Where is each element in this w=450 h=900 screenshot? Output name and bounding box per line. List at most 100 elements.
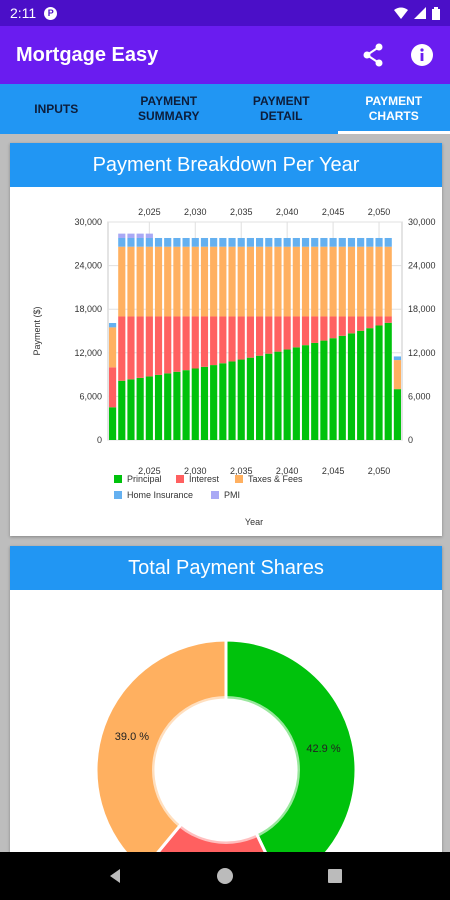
- app-bar: Mortgage Easy: [0, 26, 450, 84]
- bar-segment: [311, 237, 319, 247]
- bar-segment: [366, 328, 374, 440]
- bar-segment: [384, 237, 392, 247]
- bar-segment: [283, 316, 291, 350]
- bar-segment: [164, 246, 172, 317]
- bar-segment: [292, 347, 300, 440]
- bar-segment: [375, 246, 383, 317]
- xtick-top: 2,050: [368, 207, 391, 217]
- bar-segment: [145, 246, 153, 317]
- system-nav-bar: [0, 852, 450, 900]
- bar-segment: [191, 316, 199, 369]
- bar-segment: [164, 316, 172, 374]
- bar-segment: [320, 246, 328, 317]
- payment-shares-chart[interactable]: 42.9 %18.1 %39.0 %: [10, 590, 442, 856]
- bar-segment: [145, 237, 153, 247]
- legend-label: Taxes & Fees: [248, 474, 303, 484]
- tab-payment-summary[interactable]: PAYMENT SUMMARY: [113, 84, 226, 134]
- tab-payment-detail[interactable]: PAYMENT DETAIL: [225, 84, 338, 134]
- bar-segment: [301, 246, 310, 317]
- xtick-bottom: 2,045: [322, 466, 345, 476]
- bar-segment: [182, 370, 190, 440]
- bar-segment: [200, 246, 209, 317]
- bar-segment: [228, 361, 236, 440]
- xtick-top: 2,025: [138, 207, 161, 217]
- bar-segment: [265, 246, 273, 317]
- bar-segment: [274, 246, 282, 317]
- bar-segment: [246, 246, 254, 317]
- share-icon[interactable]: [362, 43, 384, 67]
- bar-segment: [127, 379, 135, 440]
- bar-segment: [393, 356, 401, 361]
- back-icon[interactable]: [107, 868, 123, 884]
- bar-segment: [127, 316, 135, 380]
- bar-segment: [210, 237, 218, 247]
- bar-segment: [338, 335, 346, 440]
- bar-segment: [338, 246, 346, 317]
- bar-segment: [384, 246, 392, 317]
- bar-segment: [283, 349, 291, 440]
- ytick-right: 30,000: [408, 217, 436, 227]
- bar-segment: [109, 323, 117, 328]
- recents-icon[interactable]: [327, 868, 343, 884]
- bar-segment: [237, 246, 245, 317]
- bar-segment: [200, 316, 209, 367]
- status-time: 2:11: [10, 5, 37, 21]
- bar-segment: [393, 389, 401, 440]
- payment-breakdown-card: Payment Breakdown Per Year 0 0 6,000 6,000 1…: [10, 143, 442, 536]
- home-icon[interactable]: [216, 867, 234, 885]
- bar-segment: [292, 237, 300, 247]
- bar-segment: [311, 246, 319, 317]
- tab-inputs[interactable]: INPUTS: [0, 84, 113, 134]
- xtick-top: 2,040: [276, 207, 299, 217]
- bar-segment: [246, 357, 254, 440]
- bar-segment: [237, 316, 245, 360]
- bar-segment: [109, 367, 117, 408]
- bar-segment: [292, 316, 300, 348]
- legend-label: Interest: [189, 474, 220, 484]
- payment-shares-card: Total Payment Shares 42.9 %18.1 %39.0 %: [10, 546, 442, 856]
- tab-payment-charts[interactable]: PAYMENT CHARTS: [337, 84, 450, 134]
- legend-label: Principal: [127, 474, 162, 484]
- bar-segment: [191, 237, 199, 247]
- bar-segment: [265, 316, 273, 354]
- bar-segment: [357, 246, 365, 317]
- ytick-right: 18,000: [408, 304, 436, 314]
- bar-segment: [182, 237, 190, 247]
- bar-segment: [182, 246, 190, 317]
- xtick-top: 2,030: [184, 207, 207, 217]
- bar-segment: [357, 330, 365, 440]
- bar-segment: [127, 233, 135, 238]
- bar-segment: [311, 342, 319, 440]
- bar-segment: [127, 246, 135, 317]
- payment-breakdown-chart[interactable]: 0 0 6,000 6,000 12,000 12,000 18,000 18,000 24,0…: [10, 187, 442, 536]
- bar-segment: [357, 316, 365, 331]
- bar-segment: [274, 316, 282, 352]
- payment-breakdown-title: Payment Breakdown Per Year: [10, 143, 442, 187]
- donut-hole: [160, 704, 292, 836]
- bar-segment: [375, 316, 383, 326]
- ytick-right: 12,000: [408, 348, 436, 358]
- bar-segment: [145, 316, 153, 377]
- bar-segment: [329, 246, 337, 317]
- bar-segment: [301, 316, 310, 346]
- bar-segment: [366, 246, 374, 317]
- legend-label: PMI: [224, 490, 240, 500]
- bar-segment: [384, 316, 392, 323]
- bar-segment: [366, 316, 374, 329]
- legend-swatch: [176, 475, 184, 483]
- bar-segment: [320, 316, 328, 341]
- bar-segment: [311, 316, 319, 343]
- bar-segment: [237, 359, 245, 440]
- bar-segment: [154, 374, 163, 440]
- ytick-left: 6,000: [79, 391, 102, 401]
- bar-segment: [200, 237, 209, 247]
- info-icon[interactable]: [410, 43, 434, 67]
- payment-shares-title: Total Payment Shares: [10, 546, 442, 590]
- bar-segment: [265, 353, 273, 440]
- tab-inputs-label: INPUTS: [34, 101, 79, 116]
- bar-segment: [375, 325, 383, 440]
- bar-segment: [301, 237, 310, 247]
- legend-swatch: [211, 491, 219, 499]
- legend-swatch: [114, 491, 122, 499]
- bar-segment: [154, 237, 163, 247]
